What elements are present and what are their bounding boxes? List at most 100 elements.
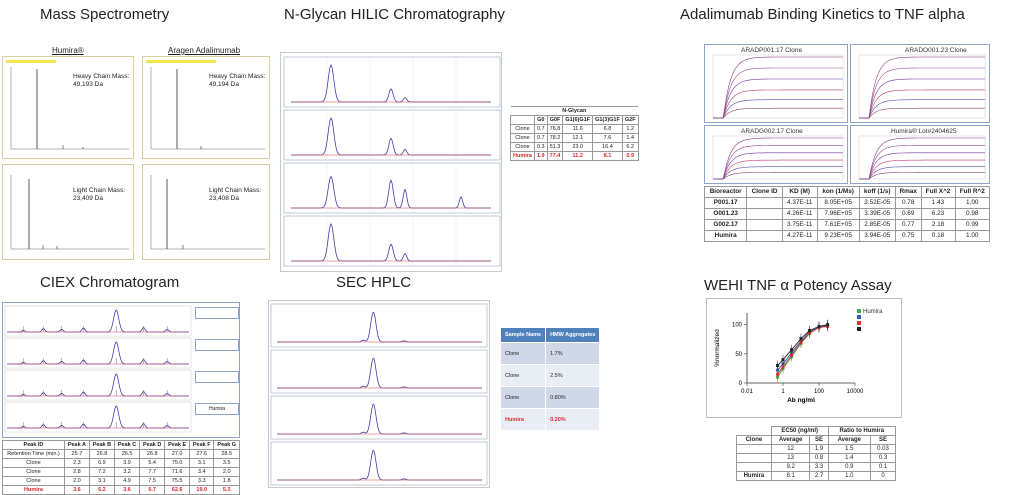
table-cell: Clone [510, 133, 535, 143]
sensorgram-curve [713, 56, 843, 119]
chromatogram-trace [7, 373, 189, 397]
sensorgram-curve [859, 67, 985, 119]
table-cell: 1.0 [827, 471, 872, 481]
wehi-legend: Humira [857, 309, 882, 333]
data-point [799, 337, 803, 341]
table-cell: 3.6 [63, 485, 90, 495]
data-point [826, 323, 830, 327]
table-cell: Retention Time (min.) [2, 449, 65, 459]
binding-sensorgram [858, 54, 986, 119]
y-tick-label: 100 [732, 323, 743, 329]
table-cell: P001.17 [703, 197, 748, 209]
sensorgram-curve [859, 172, 985, 180]
table-cell: Clone [510, 142, 535, 152]
sensorgram-curve [859, 78, 985, 119]
table-cell: 0.69 [894, 208, 922, 220]
sensorgram-curve [713, 67, 843, 119]
chromatogram-frame [4, 337, 192, 369]
table-cell: Humira [736, 471, 772, 481]
ciex-col-header: Peak E [164, 440, 191, 450]
wehi-chart: 100 50 0 0.01 1 100 10000 Ab ng/ml %normalized [714, 313, 864, 404]
table-cell: Clone [2, 476, 65, 486]
table-cell: 0.20% [545, 408, 601, 431]
sensorgram-curve [859, 107, 985, 119]
binding-panel-title: ARADG002.17 Clone [741, 128, 803, 135]
wehi-col-header: Clone [736, 435, 772, 445]
table-cell: 5.4 [139, 458, 166, 468]
table-cell: 62.6 [164, 485, 191, 495]
ciex-col-header: Peak B [88, 440, 115, 450]
table-cell: Clone [2, 467, 65, 477]
table-cell: 3.3 [809, 462, 829, 472]
y-tick-label: 50 [735, 352, 742, 358]
table-cell: 25.7 [63, 449, 90, 459]
table-cell: 0.98 [954, 208, 991, 220]
ciex-inset-box [195, 339, 239, 351]
ciex-col-header: Peak A [63, 440, 90, 450]
table-cell: 1.4 [621, 133, 639, 143]
table-cell: 2.0 [63, 476, 90, 486]
table-cell: 6.23 [920, 208, 956, 220]
table-cell: 0 [870, 471, 896, 481]
table-row: G002.17 3.75E-11 7.61E+05 2.85E-05 0.77 2.18 0… [703, 219, 991, 231]
sensorgram-curve [713, 166, 843, 180]
ciex-table: Peak ID Peak A Peak B Peak C Peak D Peak E Pea… [2, 440, 240, 495]
ciex-col-header: Peak D [139, 440, 166, 450]
table-cell: 75.0 [164, 458, 191, 468]
data-point [781, 365, 785, 369]
table-cell: 0.7 [533, 124, 548, 134]
table-cell: Clone [2, 458, 65, 468]
sec-col-header: HMW Aggregates [545, 327, 601, 343]
table-cell: 3.75E-11 [781, 219, 818, 231]
table-cell: Clone [499, 364, 547, 387]
ms-panel-humira-heavy: Heavy Chain Mass: 49,193 Da [2, 56, 134, 159]
sensorgram-curve [859, 56, 985, 119]
table-cell: 0.8 [809, 453, 829, 463]
sensorgram-curve [713, 78, 843, 119]
table-cell [736, 462, 772, 472]
table-cell: 7.6 [592, 133, 623, 143]
table-cell: 4.26E-11 [781, 208, 818, 220]
ciex-inset-box [195, 307, 239, 319]
chromatogram-frame [4, 305, 192, 337]
table-cell: 3.1 [88, 476, 115, 486]
binding-kinetics-table: Bioreactor Clone ID KD (M) kon (1/Ms) koff (… [703, 186, 991, 242]
ms-panel-aragen-heavy: Heavy Chain Mass: 49,194 Da [142, 56, 270, 159]
table-cell: 8.1 [770, 471, 811, 481]
table-cell: 3.6 [113, 485, 141, 495]
table-cell: 3.39E-05 [858, 208, 896, 220]
nglycan-col-header: G1(6)G1F [562, 115, 594, 125]
table-row: Clone 0.80% [499, 386, 601, 409]
table-cell: 1.2 [621, 124, 639, 134]
table-cell: 6.2 [621, 142, 639, 152]
table-cell: 9.23E+05 [816, 230, 860, 242]
table-cell: 12 [770, 444, 811, 454]
table-cell: 3.9 [113, 458, 141, 468]
table-row: 9.2 3.3 0.9 0.1 [736, 462, 896, 472]
chromatogram-trace [7, 309, 189, 333]
chromatogram-trace [291, 117, 491, 156]
table-cell: 1.43 [920, 197, 956, 209]
chromatogram-trace [7, 405, 189, 429]
table-cell: 4.37E-11 [781, 197, 818, 209]
sensorgram-curve [859, 166, 985, 180]
ms-mass-label: Light Chain Mass: 23,408 Da [209, 187, 262, 202]
table-cell: 1.4 [827, 453, 872, 463]
table-cell: 3.5 [213, 458, 240, 468]
table-cell: 3.94E-05 [858, 230, 896, 242]
legend-item [857, 327, 882, 333]
sensorgram-curve [713, 89, 843, 119]
binding-title: Adalimumab Binding Kinetics to TNF alpha [680, 6, 965, 23]
chromatogram-frame [283, 215, 501, 267]
ms-mass-label: Heavy Chain Mass: 49,193 Da [73, 73, 130, 88]
table-cell: 1.9 [533, 151, 548, 161]
x-tick-label: 100 [814, 389, 825, 395]
data-point [790, 348, 794, 352]
y-tick-label: 0 [739, 381, 743, 387]
ciex-inset-humira: Humira [195, 403, 239, 415]
table-cell: 0.9 [621, 151, 639, 161]
hilic-title: N-Glycan HILIC Chromatography [284, 6, 505, 23]
table-cell: 1.00 [954, 230, 991, 242]
table-row: Clone 2.8 7.2 3.2 7.7 71.6 3.4 2.0 [2, 467, 240, 477]
nglycan-table: N-Glycan G0 G0F G1(6)G1F G1(3)G1F G2F Clone 0… [510, 106, 639, 161]
